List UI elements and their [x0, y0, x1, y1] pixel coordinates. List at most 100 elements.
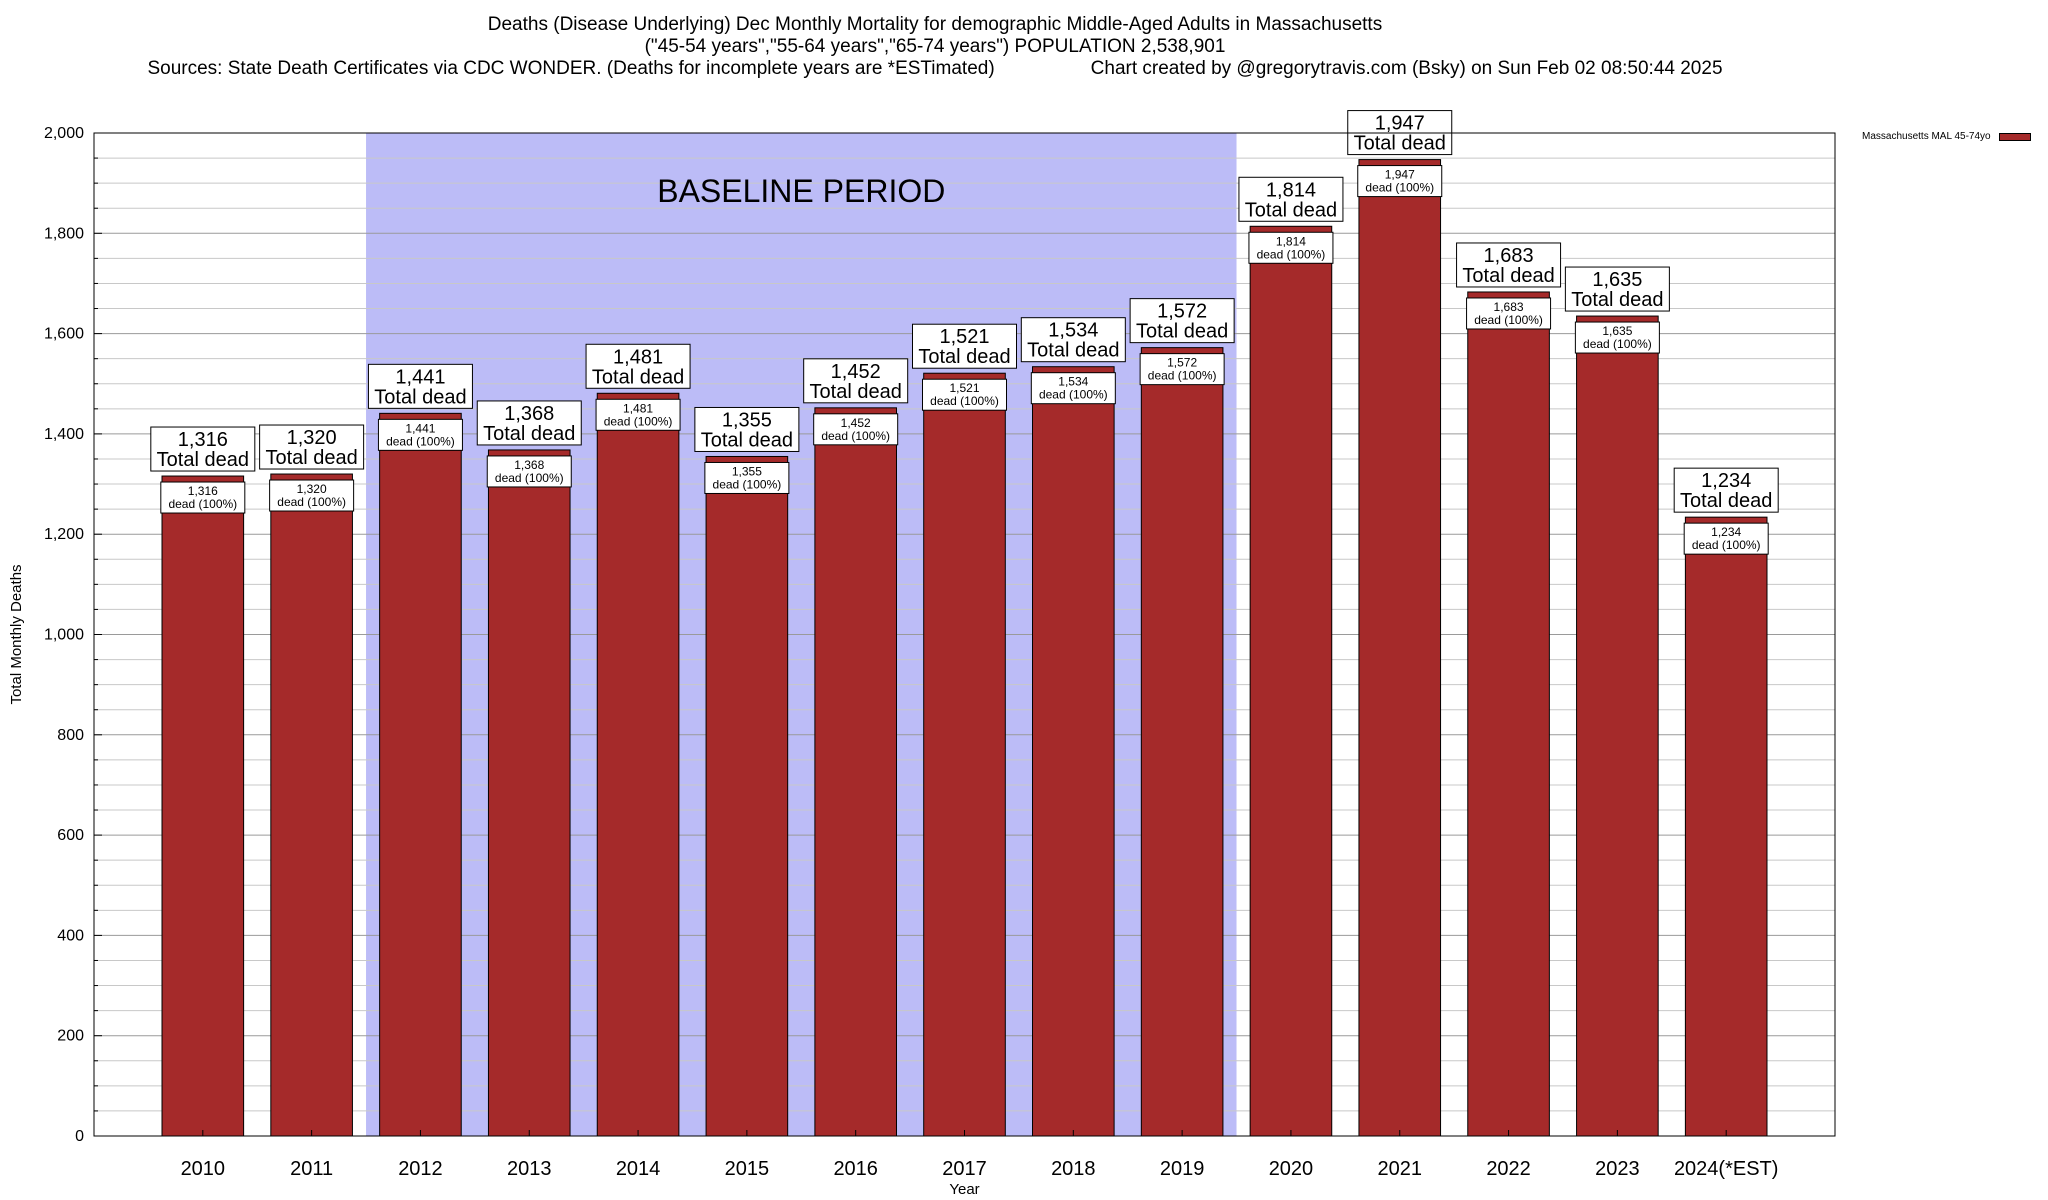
bar	[161, 475, 245, 1137]
bar-top-caption: Total dead	[374, 386, 466, 408]
bar-inner-caption: dead (100%)	[1257, 247, 1326, 261]
bar-inner-value: 1,572	[1167, 356, 1197, 370]
x-tick-label: 2013	[507, 1158, 552, 1180]
bar-inner-label-box	[1574, 321, 1660, 354]
y-tick-label: 1,000	[44, 627, 84, 644]
bar-top-caption: Total dead	[1136, 321, 1228, 343]
bar-top-caption: Total dead	[1354, 133, 1446, 155]
bar	[923, 372, 1006, 1137]
bar-inner-value: 1,947	[1385, 168, 1415, 182]
x-tick-label: 2012	[398, 1158, 443, 1180]
bar-top-label-box	[912, 323, 1017, 369]
bar-top-label-box	[1238, 176, 1344, 222]
bar-top-caption: Total dead	[592, 366, 684, 388]
bar-inner-caption: dead (100%)	[1583, 337, 1652, 351]
bar-inner-value: 1,320	[297, 482, 327, 496]
bar-inner-label-box	[813, 413, 899, 446]
bar-inner-caption: dead (100%)	[495, 471, 564, 485]
bar-inner-value: 1,481	[623, 401, 653, 415]
bar	[487, 449, 571, 1137]
bar-top-label-box	[259, 424, 365, 470]
bar-inner-label-box	[704, 461, 790, 494]
bar-top-value: 1,521	[939, 326, 989, 348]
y-tick-label: 2,000	[44, 125, 84, 142]
bar-inner-label-box	[269, 479, 355, 512]
bar	[1249, 225, 1333, 1137]
x-tick-label: 2016	[833, 1158, 878, 1180]
bar-top-label-box	[585, 343, 691, 389]
bar-inner-label-box	[1357, 165, 1443, 198]
bar-inner-value: 1,635	[1602, 324, 1632, 338]
bar-top-value: 1,683	[1484, 245, 1534, 267]
bar-inner-caption: dead (100%)	[1148, 369, 1217, 383]
bar-inner-caption: dead (100%)	[277, 495, 346, 509]
legend-label: Massachusetts MAL 45-74yo	[1862, 131, 1991, 142]
chart-sources: Sources: State Death Certificates via CD…	[147, 58, 995, 79]
bar-top-label-box	[1673, 467, 1779, 513]
bar-top-label-box	[1020, 317, 1126, 363]
bar-inner-label-box	[1248, 231, 1334, 264]
bar	[1032, 366, 1115, 1137]
bar-top-caption: Total dead	[483, 423, 575, 445]
baseline-label: BASELINE PERIOD	[657, 173, 945, 209]
bar-inner-value: 1,814	[1276, 234, 1306, 248]
bar-top-caption: Total dead	[1571, 289, 1663, 311]
bar-top-value: 1,368	[504, 403, 554, 425]
y-axis-title: Total Monthly Deaths	[8, 564, 25, 704]
bar-top-caption: Total dead	[1462, 265, 1554, 287]
bar-inner-label-box	[1030, 372, 1116, 405]
bar-inner-label-box	[1683, 522, 1769, 555]
bar	[1576, 315, 1659, 1137]
legend-swatch	[1998, 132, 2031, 141]
bar-top-value: 1,234	[1701, 470, 1751, 492]
bar-top-caption: Total dead	[701, 429, 793, 451]
bar-top-value: 1,355	[722, 409, 772, 431]
x-tick-label: 2019	[1160, 1158, 1205, 1180]
bar-inner-label-box	[1139, 353, 1225, 386]
x-tick-label: 2021	[1378, 1158, 1423, 1180]
bar-top-caption: Total dead	[157, 449, 249, 471]
bar-top-caption: Total dead	[810, 381, 902, 403]
bar-inner-label-box	[377, 418, 463, 451]
bar-top-value: 1,814	[1266, 179, 1316, 201]
bar-inner-caption: dead (100%)	[1692, 538, 1761, 552]
bar	[1358, 159, 1442, 1137]
bar-top-label-box	[803, 358, 909, 404]
bar-inner-value: 1,368	[514, 458, 544, 472]
bar-inner-label-box	[486, 455, 572, 488]
bar-inner-value: 1,316	[188, 484, 218, 498]
bar-inner-value: 1,441	[405, 421, 435, 435]
x-tick-label: 2023	[1595, 1158, 1640, 1180]
bar-inner-value: 1,355	[732, 464, 762, 478]
bar-top-value: 1,635	[1592, 269, 1642, 291]
bar	[1467, 291, 1550, 1137]
bar-top-caption: Total dead	[265, 447, 357, 469]
x-tick-label: 2020	[1269, 1158, 1314, 1180]
y-tick-label: 600	[57, 827, 84, 844]
bar-inner-caption: dead (100%)	[1474, 313, 1543, 327]
bar-top-value: 1,481	[613, 346, 663, 368]
bar-top-label-box	[694, 406, 800, 452]
bar-inner-label-box	[1466, 297, 1552, 330]
x-tick-label: 2018	[1051, 1158, 1096, 1180]
y-tick-label: 1,600	[44, 326, 84, 343]
y-tick-label: 0	[75, 1128, 84, 1145]
bar-inner-caption: dead (100%)	[713, 477, 782, 491]
bar-top-label-box	[367, 363, 473, 409]
bar-inner-caption: dead (100%)	[1039, 388, 1108, 402]
bar-inner-caption: dead (100%)	[604, 414, 673, 428]
chart-subtitle: ("45-54 years","55-64 years","65-74 year…	[644, 36, 1226, 57]
x-axis-title: Year	[949, 1181, 979, 1198]
x-tick-label: 2017	[942, 1158, 987, 1180]
bar-inner-value: 1,683	[1494, 300, 1524, 314]
bar	[1684, 516, 1768, 1137]
x-tick-label: 2022	[1486, 1158, 1531, 1180]
bar-inner-caption: dead (100%)	[1365, 181, 1434, 195]
bar	[270, 473, 353, 1137]
bar-inner-value: 1,234	[1711, 525, 1741, 539]
bar-top-caption: Total dead	[1245, 199, 1337, 221]
bar-top-label-box	[1456, 242, 1562, 288]
bar	[379, 412, 462, 1137]
bar-inner-value: 1,452	[841, 416, 871, 430]
